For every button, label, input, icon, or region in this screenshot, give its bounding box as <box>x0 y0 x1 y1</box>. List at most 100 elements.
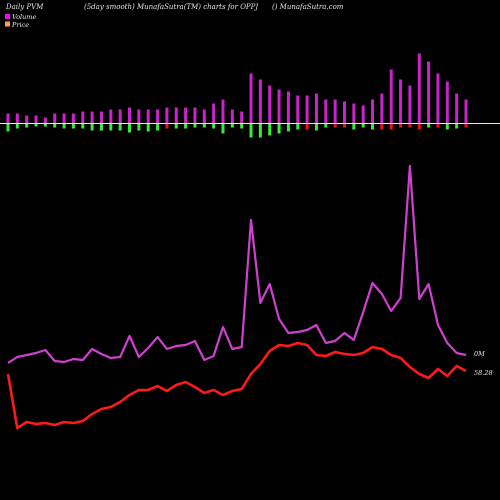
volume-bar-up <box>6 113 10 124</box>
volume-bar-up <box>417 53 421 124</box>
volume-bar-down <box>249 123 253 138</box>
volume-bar-down <box>342 123 346 128</box>
volume-bar-up <box>436 73 440 124</box>
volume-bar-down <box>408 123 412 128</box>
volume-bar-down <box>90 123 94 131</box>
volume-bar-down <box>146 123 150 132</box>
volume-bar-up <box>314 93 318 124</box>
volume-bar-down <box>25 123 29 128</box>
volume-bar-down <box>34 123 38 127</box>
legend: Volume Price <box>5 13 36 29</box>
chart-title-right: () MunafaSutra.com <box>272 3 344 11</box>
volume-bar-down <box>62 123 66 129</box>
volume-bar-up <box>43 117 47 124</box>
volume-bar-down <box>240 123 244 129</box>
volume-bar-down <box>296 123 300 130</box>
volume-bar-up <box>221 99 225 124</box>
volume-bar-up <box>445 81 449 124</box>
volume-bar-up <box>62 113 66 124</box>
volume-bar-down <box>221 123 225 134</box>
volume-bar-down <box>212 123 216 129</box>
volume-bar-down <box>174 123 178 129</box>
volume-bar-down <box>156 123 160 131</box>
volume-bar-up <box>99 111 103 124</box>
volume-bars <box>6 53 468 138</box>
volume-bar-down <box>99 123 103 131</box>
volume-bar-up <box>146 109 150 124</box>
volume-bar-up <box>212 103 216 124</box>
volume-bar-down <box>361 123 365 128</box>
legend-volume-swatch <box>5 14 10 19</box>
volume-bar-up <box>389 69 393 124</box>
volume-bar-up <box>333 99 337 124</box>
volume-bar-down <box>286 123 290 132</box>
volume-bar-down <box>71 123 75 129</box>
volume-bar-down <box>445 123 449 130</box>
volume-bar-up <box>277 89 281 124</box>
legend-price-label: Price <box>11 21 29 29</box>
volume-bar-down <box>371 123 375 130</box>
volume-bar-down <box>6 123 10 132</box>
volume-bar-down <box>436 123 440 128</box>
volume-bar-up <box>342 101 346 124</box>
volume-bar-up <box>184 107 188 124</box>
volume-bar-up <box>286 91 290 124</box>
volume-bar-down <box>137 123 141 131</box>
volume-bar-up <box>399 79 403 124</box>
volume-bar-up <box>296 95 300 124</box>
volume-bar-up <box>156 109 160 124</box>
volume-bar-up <box>174 107 178 124</box>
volume-bar-down <box>81 123 85 129</box>
volume-bar-up <box>34 115 38 124</box>
volume-bar-up <box>193 107 197 124</box>
volume-bar-down <box>128 123 132 133</box>
volume-bar-up <box>230 109 234 124</box>
volume-bar-up <box>25 115 29 124</box>
volume-bar-down <box>43 123 47 127</box>
volume-bar-up <box>408 85 412 124</box>
volume-bar-up <box>71 113 75 124</box>
volume-bar-up <box>81 111 85 124</box>
volume-bar-up <box>240 111 244 124</box>
volume-bar-up <box>137 109 141 124</box>
volume-bar-down <box>417 123 421 130</box>
volume-bar-up <box>324 99 328 124</box>
volume-bar-up <box>90 111 94 124</box>
volume-bar-down <box>427 123 431 128</box>
volume-bar-down <box>455 123 459 129</box>
volume-bar-up <box>305 95 309 124</box>
volume-bar-down <box>268 123 272 136</box>
volume-bar-down <box>202 123 206 128</box>
chart-title-center: (5day smooth) MunafaSutra(TM) charts for… <box>84 3 259 11</box>
volume-bar-down <box>230 123 234 128</box>
volume-bar-down <box>15 123 19 129</box>
volume-bar-down <box>118 123 122 131</box>
volume-bar-up <box>361 105 365 124</box>
volume-bar-up <box>15 113 19 124</box>
volume-bar-down <box>399 123 403 128</box>
volume-bar-down <box>258 123 262 138</box>
volume-bar-up <box>371 99 375 124</box>
volume-bar-up <box>380 93 384 124</box>
volume-bar-up <box>53 113 57 124</box>
volume-bar-down <box>464 123 468 128</box>
volume-bar-down <box>277 123 281 134</box>
legend-volume-label: Volume <box>12 13 36 21</box>
volume-bar-down <box>380 123 384 130</box>
volume-bar-down <box>184 123 188 129</box>
volume-bar-down <box>333 123 337 128</box>
volume-bar-up <box>109 109 113 124</box>
volume-bar-up <box>427 61 431 124</box>
volume-bar-down <box>165 123 169 129</box>
volume-bar-up <box>128 107 132 124</box>
volume-bar-up <box>249 73 253 124</box>
volume-series-line <box>7 164 467 364</box>
volume-bar-up <box>202 109 206 124</box>
volume-bar-down <box>193 123 197 128</box>
volume-end-label: 0M <box>474 350 485 358</box>
chart-title-left: Daily PVM <box>5 3 44 11</box>
volume-bar-down <box>305 123 309 130</box>
volume-bar-down <box>109 123 113 131</box>
volume-bar-down <box>324 123 328 128</box>
volume-bar-up <box>352 103 356 124</box>
